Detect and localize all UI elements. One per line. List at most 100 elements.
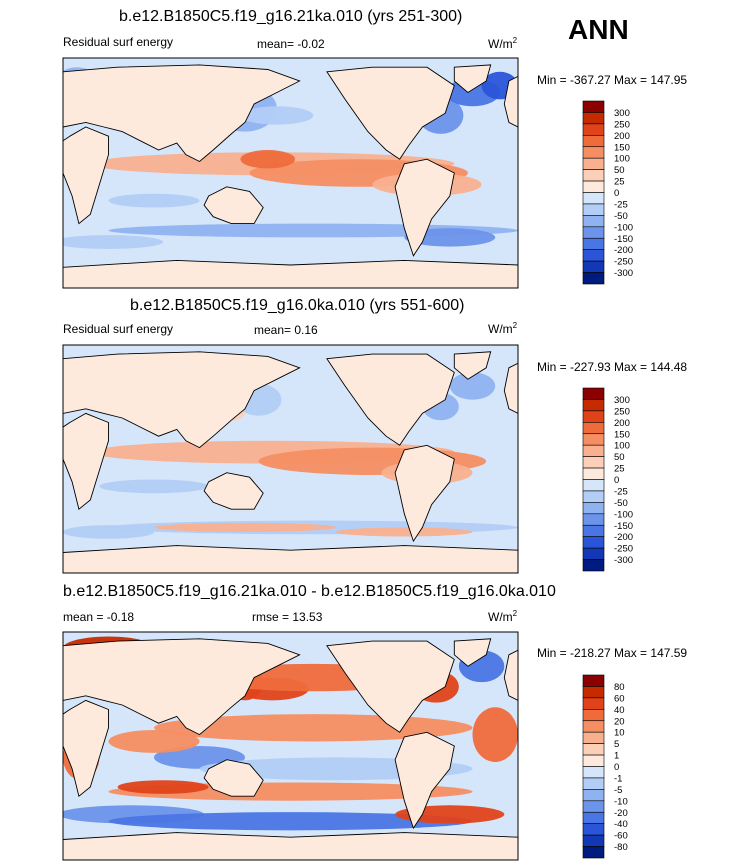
colorbar-tick-label: -50	[614, 498, 628, 509]
continent	[63, 64, 301, 163]
continent	[203, 186, 264, 225]
panel1-minmax: Min = -367.27 Max = 147.95	[537, 73, 688, 87]
colorbar-swatch	[582, 513, 605, 526]
map-frame	[62, 57, 519, 289]
colorbar-swatch	[582, 123, 605, 136]
colorbar-tick-label: -200	[614, 245, 633, 256]
colorbar-swatch	[582, 169, 605, 182]
panel2-units: W/m2	[488, 321, 518, 336]
continent	[453, 638, 492, 667]
colorbar-swatch	[582, 547, 605, 560]
colorbar-tick-label: -20	[614, 808, 628, 819]
anomaly-region	[63, 235, 164, 249]
colorbar-swatch	[582, 203, 605, 216]
panel3-minmax: Min = -218.27 Max = 147.59	[537, 646, 688, 660]
map-frame	[62, 344, 519, 574]
colorbar-swatch	[582, 536, 605, 549]
colorbar-swatch	[582, 422, 605, 435]
colorbar-swatch	[582, 823, 605, 836]
anomaly-region	[108, 193, 200, 208]
panel1-title: b.e12.B1850C5.f19_g16.21ka.010 (yrs 251-…	[119, 8, 463, 25]
season-label: ANN	[568, 14, 629, 45]
colorbar-swatch	[582, 731, 605, 744]
colorbar-tick-label: 150	[614, 142, 630, 153]
map-frame	[62, 631, 519, 861]
anomaly-region	[108, 812, 473, 831]
colorbar-tick-label: 10	[614, 728, 625, 739]
colorbar-tick-label: -300	[614, 555, 633, 566]
colorbar-swatch	[582, 559, 605, 572]
colorbar-swatch	[582, 272, 605, 285]
map-panel-2	[62, 344, 519, 574]
colorbar-swatch	[582, 226, 605, 239]
colorbar-swatch	[582, 180, 605, 193]
panel3-rmse: rmse = 13.53	[252, 610, 323, 624]
colorbar-tick-label: -50	[614, 211, 628, 222]
map-panel-1	[62, 57, 519, 289]
continent	[203, 472, 264, 510]
colorbar-tick-label: -100	[614, 222, 633, 233]
colorbar-swatch	[582, 686, 605, 699]
colorbar-tick-label: 100	[614, 441, 630, 452]
continent	[394, 158, 455, 257]
colorbar-tick-label: 200	[614, 418, 630, 429]
continent	[326, 66, 455, 160]
colorbar-swatch	[582, 697, 605, 710]
colorbar-tick-label: 150	[614, 429, 630, 440]
continent	[453, 351, 492, 380]
colorbar-tick-label: -250	[614, 257, 633, 268]
colorbar-tick-label: 40	[614, 705, 625, 716]
anomaly-region	[99, 479, 209, 494]
panel1-mean: mean= -0.02	[257, 37, 325, 51]
colorbar-swatch	[582, 157, 605, 170]
colorbar-swatch	[582, 800, 605, 813]
colorbar-swatch	[582, 766, 605, 779]
colorbar-swatch	[582, 112, 605, 125]
continent	[503, 649, 518, 701]
colorbar-swatch	[582, 490, 605, 503]
map-panel-3	[62, 631, 519, 861]
colorbar-tick-label: -250	[614, 544, 633, 555]
continent	[63, 832, 518, 860]
colorbar-tick-label: 60	[614, 693, 625, 704]
continent	[394, 444, 455, 543]
colorbar-swatch	[582, 502, 605, 515]
colorbar-swatch	[582, 834, 605, 847]
colorbar-swatch	[582, 387, 605, 400]
colorbar-swatch	[582, 811, 605, 824]
continent	[503, 362, 518, 414]
anomaly-region	[240, 150, 296, 169]
panel3-title: b.e12.B1850C5.f19_g16.21ka.010 - b.e12.B…	[63, 583, 556, 600]
panel2-mean: mean= 0.16	[254, 323, 318, 337]
colorbar-swatch	[582, 456, 605, 469]
colorbar-tick-label: 50	[614, 452, 625, 463]
anomaly-region	[108, 730, 200, 753]
continent	[63, 638, 301, 736]
colorbar-swatch	[582, 146, 605, 159]
colorbar-tick-label: -200	[614, 532, 633, 543]
continent	[203, 759, 264, 797]
colorbar-tick-label: 300	[614, 108, 630, 119]
colorbar-swatch	[582, 410, 605, 423]
colorbar-tick-label: 300	[614, 395, 630, 406]
panel1-variable-label: Residual surf energy	[63, 35, 174, 49]
continent	[63, 699, 109, 797]
continent	[394, 731, 455, 830]
colorbar-tick-label: -25	[614, 199, 628, 210]
colorbar-1: 30025020015010050250-25-50-100-150-200-2…	[582, 100, 633, 285]
colorbar-swatch	[582, 192, 605, 205]
colorbar-tick-label: 5	[614, 739, 619, 750]
colorbar-swatch	[582, 215, 605, 228]
colorbar-swatch	[582, 467, 605, 480]
colorbar-swatch	[582, 777, 605, 790]
colorbar-swatch	[582, 100, 605, 113]
colorbar-swatch	[582, 237, 605, 250]
panel2-title: b.e12.B1850C5.f19_g16.0ka.010 (yrs 551-6…	[130, 297, 465, 314]
colorbar-tick-label: 50	[614, 165, 625, 176]
colorbar-tick-label: -80	[614, 842, 628, 853]
colorbar-swatch	[582, 789, 605, 802]
colorbar-swatch	[582, 709, 605, 722]
colorbar-swatch	[582, 479, 605, 492]
